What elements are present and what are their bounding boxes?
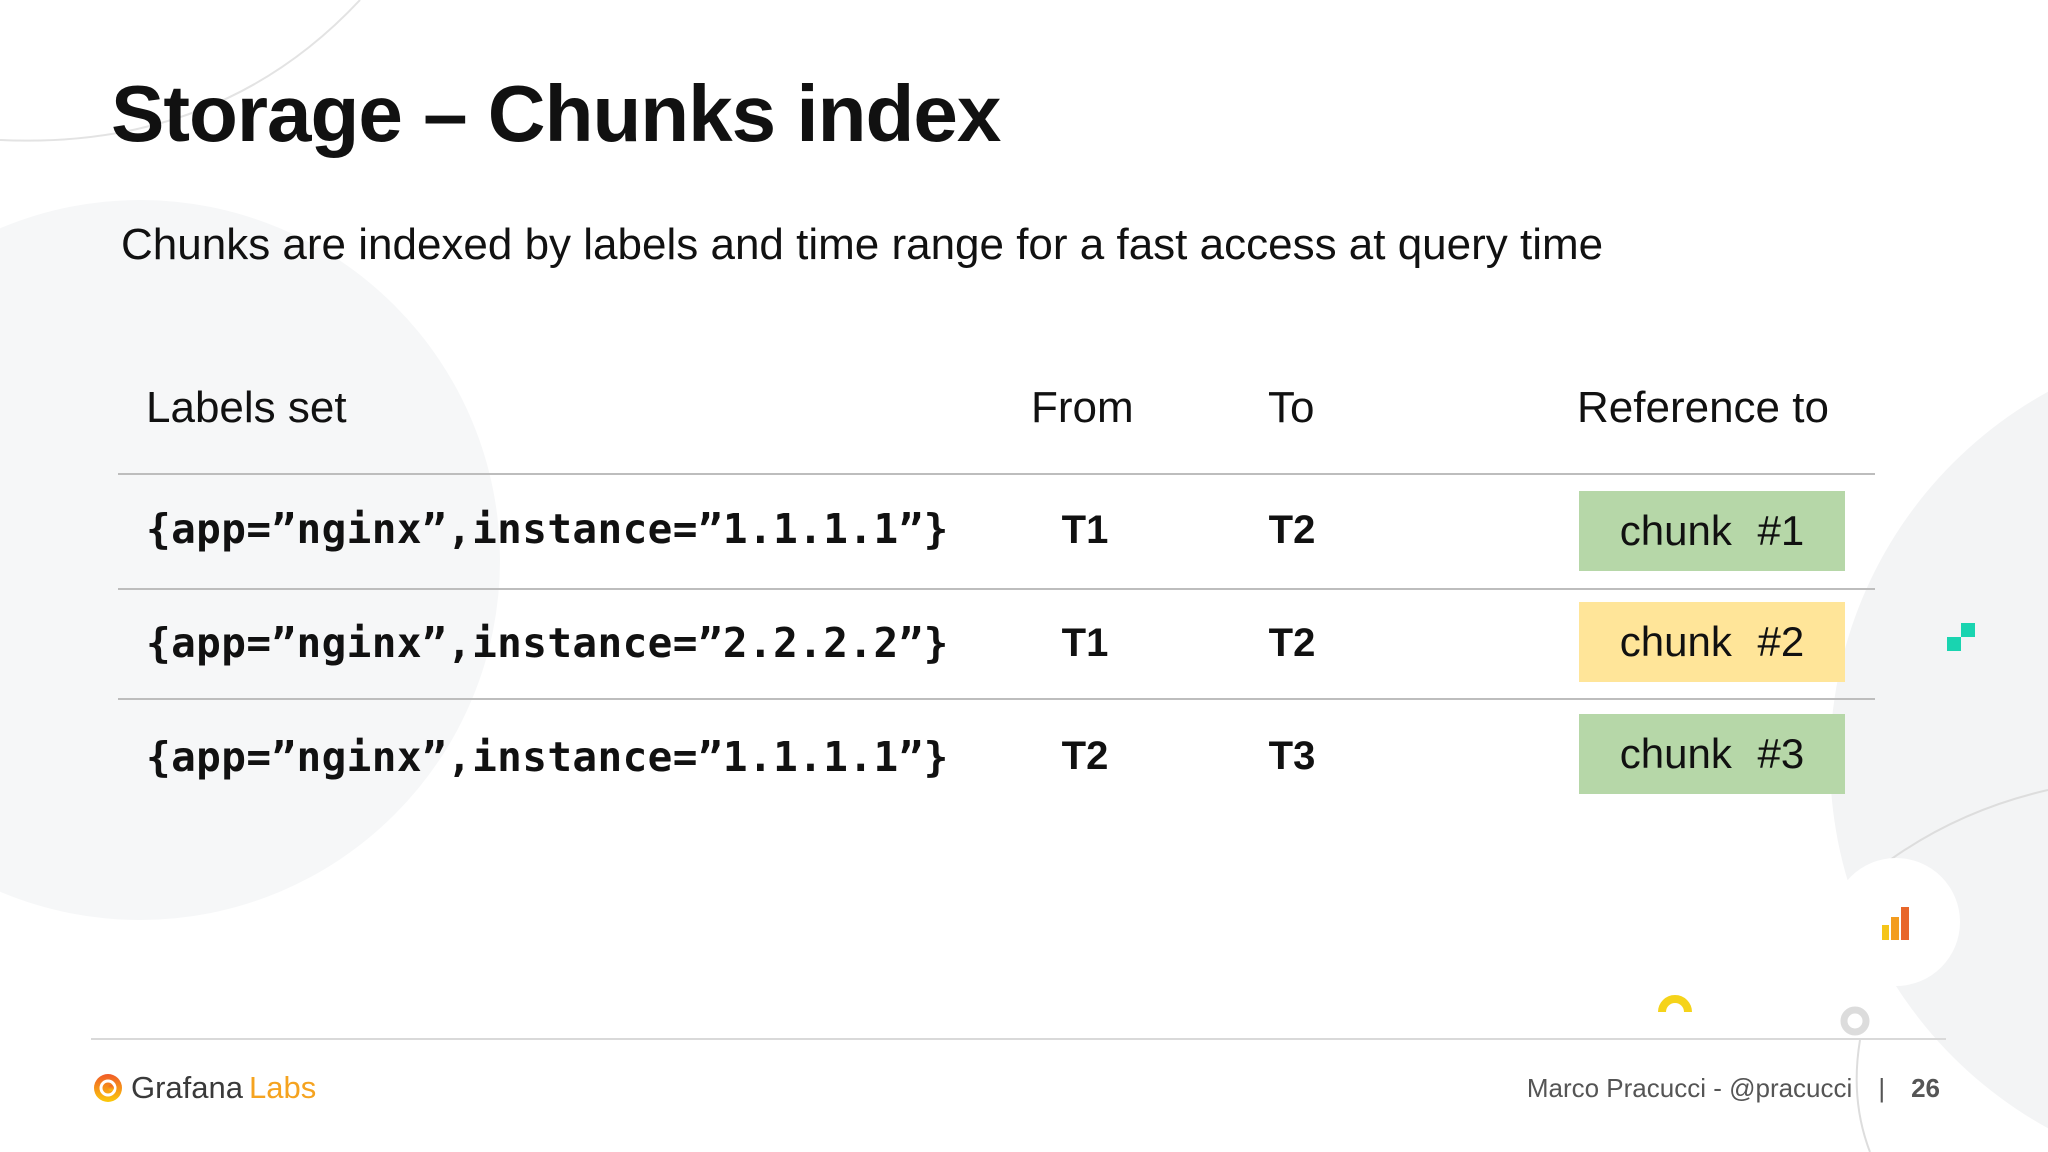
slide-subtitle: Chunks are indexed by labels and time ra… — [121, 220, 1604, 269]
grafana-logo-icon — [94, 1074, 122, 1102]
chunk-reference: chunk #1 — [1579, 491, 1845, 571]
ring-icon — [1840, 1006, 1870, 1036]
divider — [118, 588, 1875, 590]
divider — [118, 473, 1875, 475]
logo-text-grafana: Grafana — [131, 1070, 244, 1105]
header-from: From — [1031, 383, 1134, 432]
labels-set-cell: {app=”nginx”,instance=”1.1.1.1”} — [146, 733, 949, 781]
to-cell: T3 — [1268, 734, 1316, 778]
yellow-arc-icon — [1658, 995, 1692, 1013]
slide-title: Storage – Chunks index — [111, 69, 1001, 158]
labels-set-cell: {app=”nginx”,instance=”1.1.1.1”} — [146, 505, 949, 553]
from-cell: T1 — [1061, 621, 1109, 665]
chunk-reference: chunk #3 — [1579, 714, 1845, 794]
header-reference: Reference to — [1577, 383, 1829, 432]
header-labels-set: Labels set — [146, 383, 347, 432]
chunk-reference: chunk #2 — [1579, 602, 1845, 682]
header-to: To — [1268, 383, 1315, 432]
to-cell: T2 — [1268, 508, 1316, 552]
logo-text-labs: Labs — [249, 1070, 317, 1105]
separator: | — [1878, 1073, 1886, 1103]
page-number: 26 — [1911, 1073, 1940, 1103]
author: Marco Pracucci - @pracucci — [1526, 1073, 1853, 1103]
from-cell: T2 — [1061, 734, 1109, 778]
bar-chart-icon — [1882, 907, 1909, 940]
footer-divider — [91, 1038, 1946, 1040]
labels-set-cell: {app=”nginx”,instance=”2.2.2.2”} — [146, 619, 949, 667]
teal-squares-icon — [1947, 623, 1975, 651]
to-cell: T2 — [1268, 621, 1316, 665]
divider — [118, 698, 1875, 700]
from-cell: T1 — [1061, 508, 1109, 552]
footer-info: Marco Pracucci - @pracucci | 26 — [1527, 1073, 1940, 1104]
grafana-labs-logo: Grafana Labs — [91, 1070, 316, 1106]
